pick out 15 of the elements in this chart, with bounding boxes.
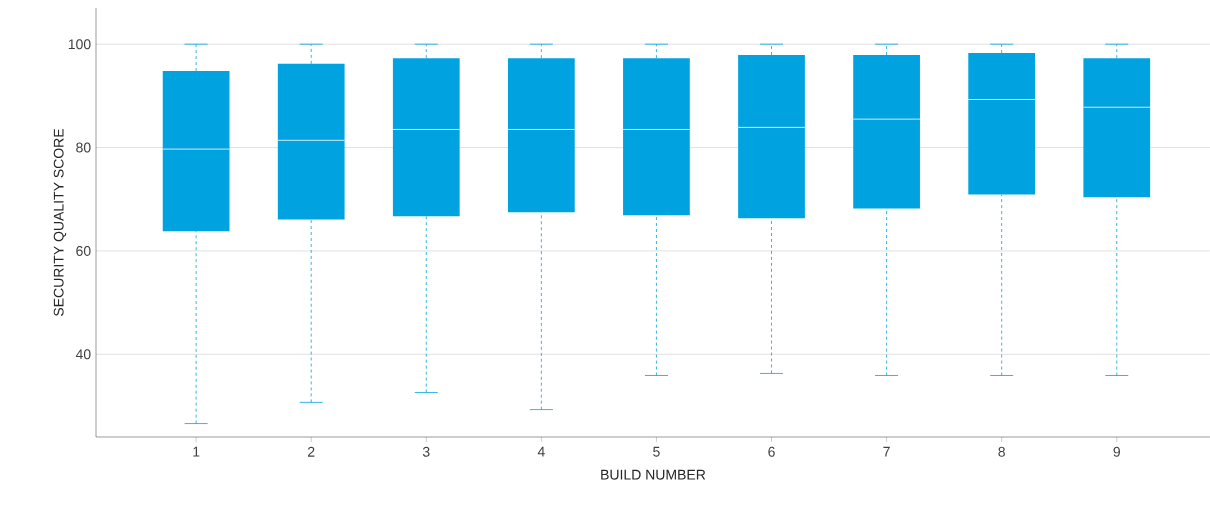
x-tick-label: 1 xyxy=(193,446,200,457)
x-tick-label: 6 xyxy=(768,446,775,457)
x-axis-title: BUILD NUMBER xyxy=(601,469,706,480)
y-axis-title: SECURITY QUALITY SCORE xyxy=(53,128,67,316)
y-tick-label: 80 xyxy=(76,142,91,153)
x-tick-label: 2 xyxy=(308,446,315,457)
x-tick-label: 3 xyxy=(422,446,430,457)
x-tick-label: 9 xyxy=(1113,446,1120,457)
x-tick-label: 8 xyxy=(998,446,1005,457)
x-tick-label: 4 xyxy=(537,446,545,457)
y-tick-label: 100 xyxy=(68,39,91,50)
x-tick-label: 5 xyxy=(653,446,660,457)
x-tick-label: 7 xyxy=(883,446,890,457)
y-tick-label: 40 xyxy=(75,349,91,360)
y-tick-label: 60 xyxy=(76,245,91,256)
